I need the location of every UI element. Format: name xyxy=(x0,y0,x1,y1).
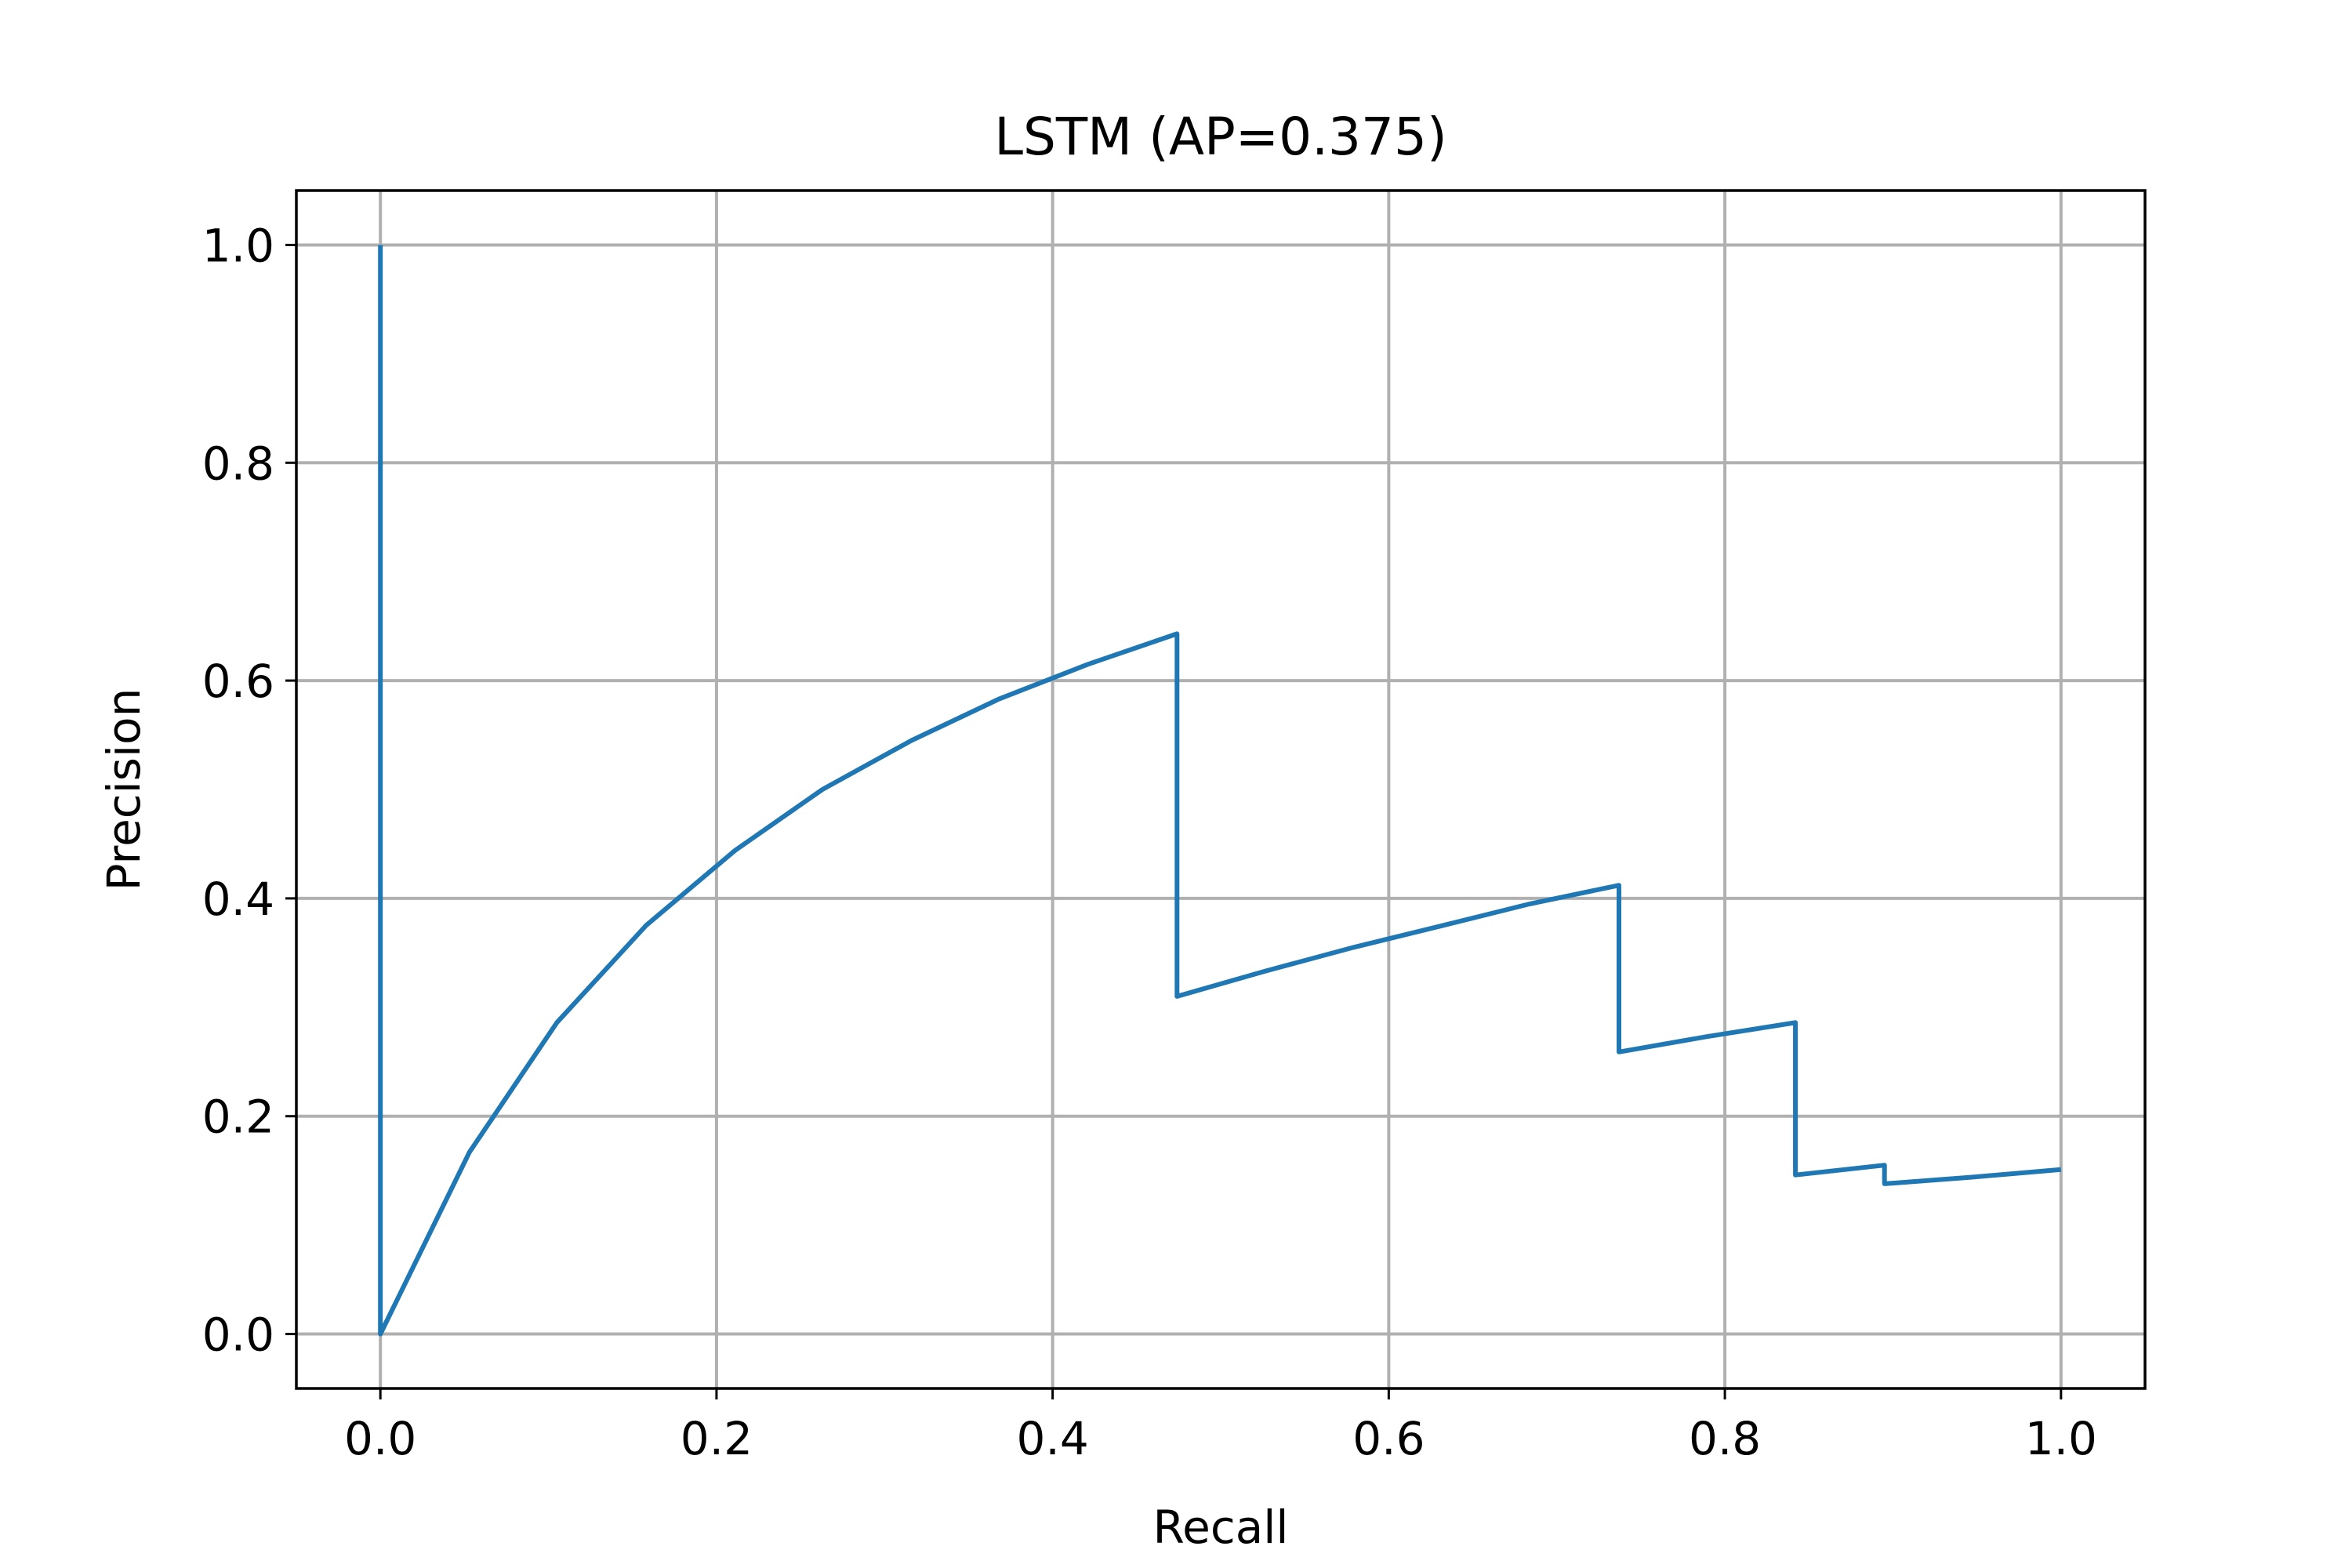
y-axis-label: Precision xyxy=(97,688,151,891)
series-group xyxy=(378,245,2062,1337)
x-tick-label: 0.8 xyxy=(1689,1412,1761,1465)
pr-curve-line xyxy=(378,245,2062,1337)
y-tick-label: 0.8 xyxy=(202,437,274,490)
x-tick-label: 0.4 xyxy=(1017,1412,1089,1465)
y-tick-label: 1.0 xyxy=(202,219,274,272)
ticks: 0.0 0.2 0.4 0.6 0.8 1.0 0.0 0.2 0.4 0.6 0.8 1.0 xyxy=(202,219,2097,1465)
grid xyxy=(296,191,2145,1388)
plot-frame xyxy=(295,189,2147,1390)
x-axis-label: Recall xyxy=(1152,1501,1288,1554)
x-tick-label: 0.6 xyxy=(1352,1412,1425,1465)
y-tick-label: 0.4 xyxy=(202,873,274,926)
x-tick-label: 1.0 xyxy=(2025,1412,2097,1465)
y-tick-label: 0.2 xyxy=(202,1091,274,1144)
y-tick-label: 0.6 xyxy=(202,655,274,708)
chart-title: LSTM (AP=0.375) xyxy=(994,107,1447,167)
x-tick-label: 0.2 xyxy=(681,1412,753,1465)
y-tick-label: 0.0 xyxy=(202,1308,274,1362)
x-tick-label: 0.0 xyxy=(344,1412,416,1465)
